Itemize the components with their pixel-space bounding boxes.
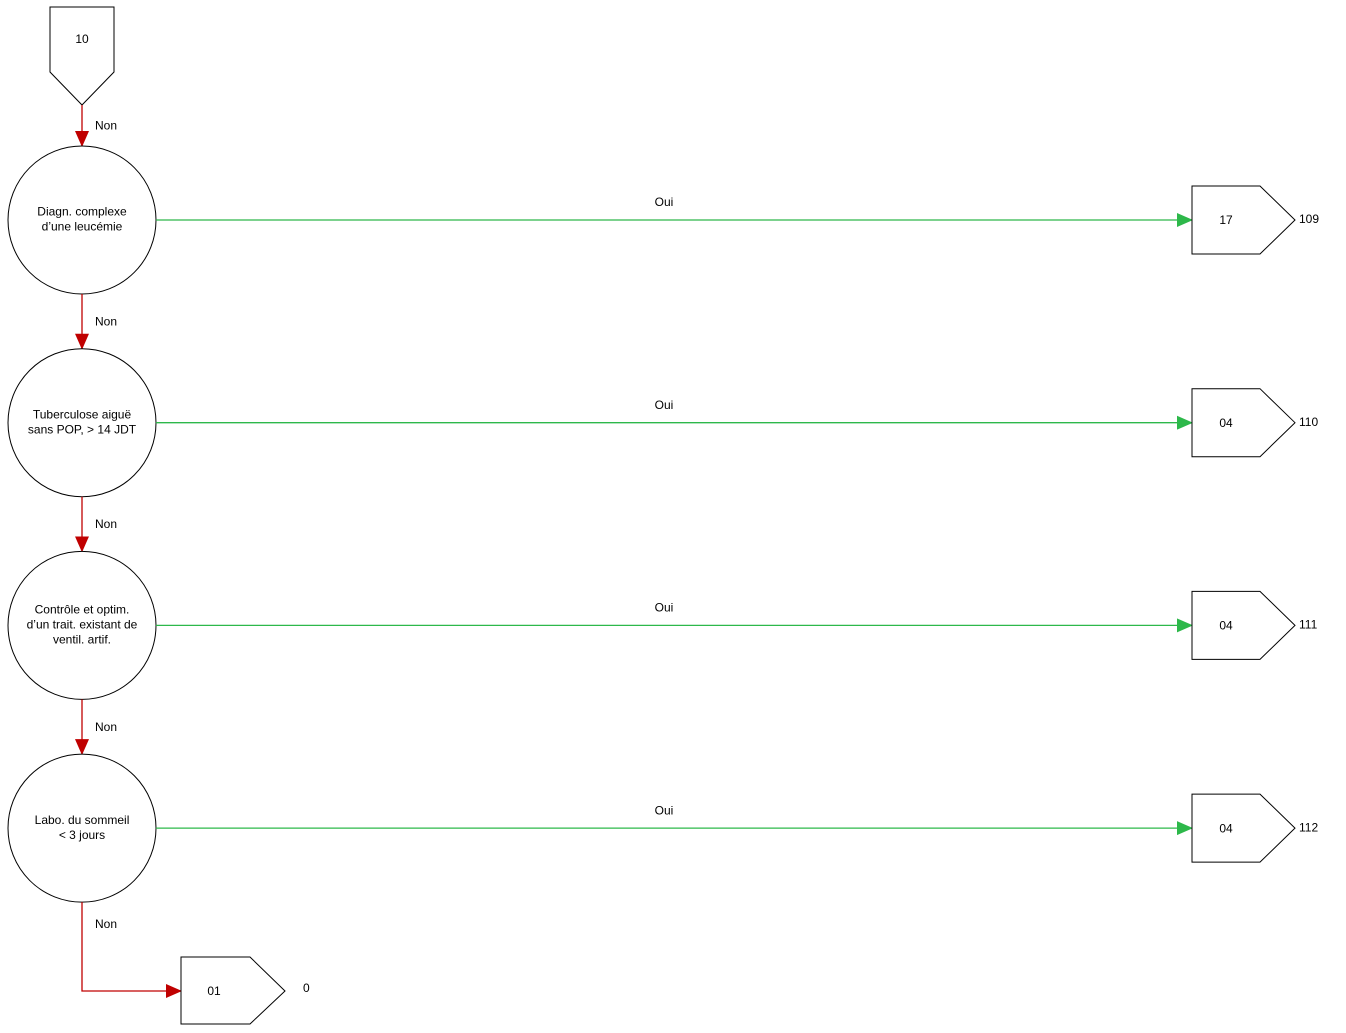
start-label: 10 <box>75 32 89 46</box>
decision-label: d’une leucémie <box>42 220 123 234</box>
outcome-label: 04 <box>1219 821 1233 835</box>
outcome-node <box>1191 793 1296 863</box>
outcome-code: 110 <box>1299 415 1318 429</box>
outcome-label: 04 <box>1219 619 1233 633</box>
outcome-node <box>1191 590 1296 660</box>
yes-label: Oui <box>655 195 674 209</box>
no-label: Non <box>95 315 117 329</box>
decision-label: Tuberculose aiguë <box>33 407 132 421</box>
decision-label: Labo. du sommeil <box>35 813 130 827</box>
no-label: Non <box>95 517 117 531</box>
outcome-node <box>1191 388 1296 458</box>
outcome-node <box>1191 185 1296 255</box>
no-arrow <box>81 902 182 998</box>
decision-label: ventil. artif. <box>53 633 111 647</box>
yes-label: Oui <box>655 398 674 412</box>
decision-label: sans POP, > 14 JDT <box>28 422 137 436</box>
decision-label: < 3 jours <box>59 828 105 842</box>
outcome-label: 04 <box>1219 416 1233 430</box>
outcome-code: 112 <box>1299 820 1318 834</box>
outcome-label: 01 <box>207 984 221 998</box>
outcome-code: 109 <box>1299 212 1319 226</box>
yes-label: Oui <box>655 803 674 817</box>
decision-label: Diagn. complexe <box>37 205 127 219</box>
outcome-code: 111 <box>1299 618 1318 632</box>
no-label: Non <box>95 119 117 133</box>
no-label: Non <box>95 720 117 734</box>
yes-label: Oui <box>655 601 674 615</box>
outcome-node <box>180 956 286 1025</box>
no-label: Non <box>95 917 117 931</box>
outcome-code: 0 <box>303 981 310 995</box>
start-node <box>49 6 115 106</box>
decision-label: d’un trait. existant de <box>27 618 138 632</box>
outcome-label: 17 <box>1219 213 1233 227</box>
decision-label: Contrôle et optim. <box>35 603 130 617</box>
